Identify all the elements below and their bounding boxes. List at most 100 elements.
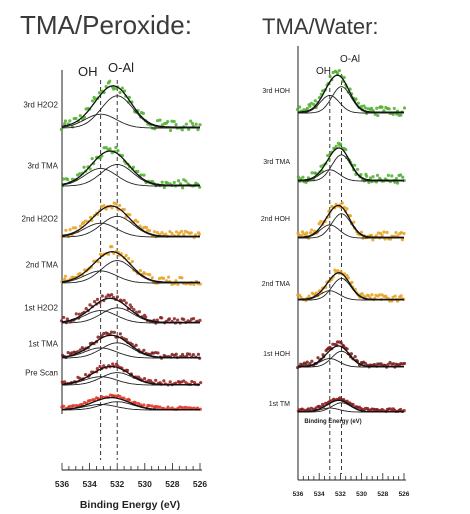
- data-point: [337, 68, 341, 73]
- x-tick-label: 530: [138, 479, 152, 489]
- spectrum-3rd-tma: 3rd TMA: [263, 141, 406, 185]
- data-point: [66, 177, 70, 182]
- data-point: [82, 165, 86, 169]
- data-point: [371, 175, 375, 179]
- data-point: [63, 274, 68, 278]
- spectrum-3rd-h2o2: 3rd H2O2: [23, 79, 202, 133]
- spectrum-pre-scan: Pre Scan: [25, 362, 203, 387]
- data-point: [305, 106, 309, 111]
- data-point: [345, 347, 349, 351]
- data-point: [362, 104, 366, 108]
- data-point: [359, 104, 364, 109]
- oal-component-fit: [62, 95, 200, 129]
- data-point: [359, 172, 363, 177]
- data-point: [351, 402, 355, 407]
- data-point: [93, 300, 97, 304]
- data-point: [155, 230, 160, 235]
- data-point: [158, 405, 162, 409]
- spectrum-3rd-tma: 3rd TMA: [27, 145, 202, 190]
- data-point: [83, 219, 88, 223]
- left-peak-label-oal: O-Al: [108, 60, 134, 75]
- data-point: [336, 269, 340, 273]
- x-tick-label: 532: [110, 479, 124, 489]
- data-point: [115, 295, 119, 299]
- data-point: [127, 398, 132, 402]
- data-point: [136, 169, 140, 174]
- data-point: [399, 173, 403, 177]
- data-point: [370, 293, 374, 297]
- data-point: [401, 175, 405, 179]
- data-point: [118, 90, 122, 95]
- data-point: [346, 276, 351, 280]
- data-point: [78, 114, 82, 118]
- data-point: [385, 230, 389, 235]
- data-point: [184, 122, 188, 126]
- data-point: [174, 230, 179, 234]
- spectrum-label: 3rd HOH: [262, 88, 290, 95]
- spectrum-label: 1st TM: [269, 401, 290, 408]
- data-point: [73, 226, 78, 230]
- envelope-fit: [61, 297, 200, 324]
- right-peak-label-oh: OH: [316, 66, 331, 77]
- data-point: [90, 99, 95, 103]
- envelope-fit: [61, 205, 200, 237]
- spectrum-1st-hoh: 1st HOH: [263, 340, 407, 370]
- spectrum-2nd-hoh: 2nd HOH: [261, 201, 406, 242]
- data-point: [375, 173, 380, 177]
- data-point: [118, 394, 122, 399]
- data-point: [180, 276, 184, 280]
- spectrum-label: 3rd TMA: [263, 159, 290, 166]
- data-point: [355, 167, 360, 171]
- data-point: [155, 318, 159, 322]
- oal-component-fit: [62, 164, 200, 187]
- data-point: [400, 238, 404, 242]
- data-point: [172, 180, 176, 185]
- data-point: [74, 116, 78, 121]
- data-point: [387, 107, 391, 111]
- data-point: [380, 105, 384, 109]
- data-point: [305, 231, 309, 235]
- data-point: [184, 381, 188, 385]
- right-x-ticks: 536 534 532 530 528 526: [293, 473, 410, 498]
- data-point: [334, 144, 338, 149]
- data-point: [90, 156, 94, 161]
- data-point: [144, 315, 148, 319]
- oal-component-fit: [298, 86, 404, 114]
- data-point: [96, 335, 100, 339]
- x-tick-label: 526: [193, 479, 207, 489]
- data-point: [359, 230, 364, 234]
- data-point: [148, 273, 152, 277]
- data-point: [156, 351, 160, 355]
- data-point: [344, 147, 348, 152]
- data-point: [112, 330, 116, 334]
- spectrum-2nd-h2o2: 2nd H2O2: [22, 201, 201, 240]
- spectrum-1st-h2o2: 1st H2O2: [24, 292, 202, 325]
- right-panel: OH O-Al Binding Energy (eV) 536 534 532 530…: [261, 46, 410, 498]
- right-inset-axis-label: Binding Energy (eV): [304, 419, 361, 425]
- envelope-fit: [61, 251, 200, 283]
- data-point: [104, 295, 108, 299]
- envelope-fit: [61, 334, 200, 359]
- data-point: [102, 364, 106, 368]
- data-point: [162, 185, 166, 190]
- envelope-fit: [61, 365, 200, 386]
- data-point: [122, 396, 126, 400]
- data-point: [182, 232, 186, 236]
- data-point: [310, 228, 314, 232]
- data-point: [95, 366, 99, 371]
- data-point: [394, 231, 398, 235]
- data-point: [88, 215, 93, 219]
- data-point: [117, 203, 122, 208]
- data-point: [196, 128, 200, 132]
- data-point: [59, 127, 64, 132]
- envelope-fit: [298, 147, 404, 181]
- data-point: [399, 113, 403, 117]
- data-point: [353, 355, 357, 359]
- data-point: [380, 233, 384, 237]
- data-point: [352, 220, 356, 224]
- data-point: [99, 204, 104, 209]
- data-point: [155, 119, 160, 123]
- data-point: [371, 238, 375, 242]
- data-point: [95, 297, 100, 301]
- data-point: [114, 202, 118, 206]
